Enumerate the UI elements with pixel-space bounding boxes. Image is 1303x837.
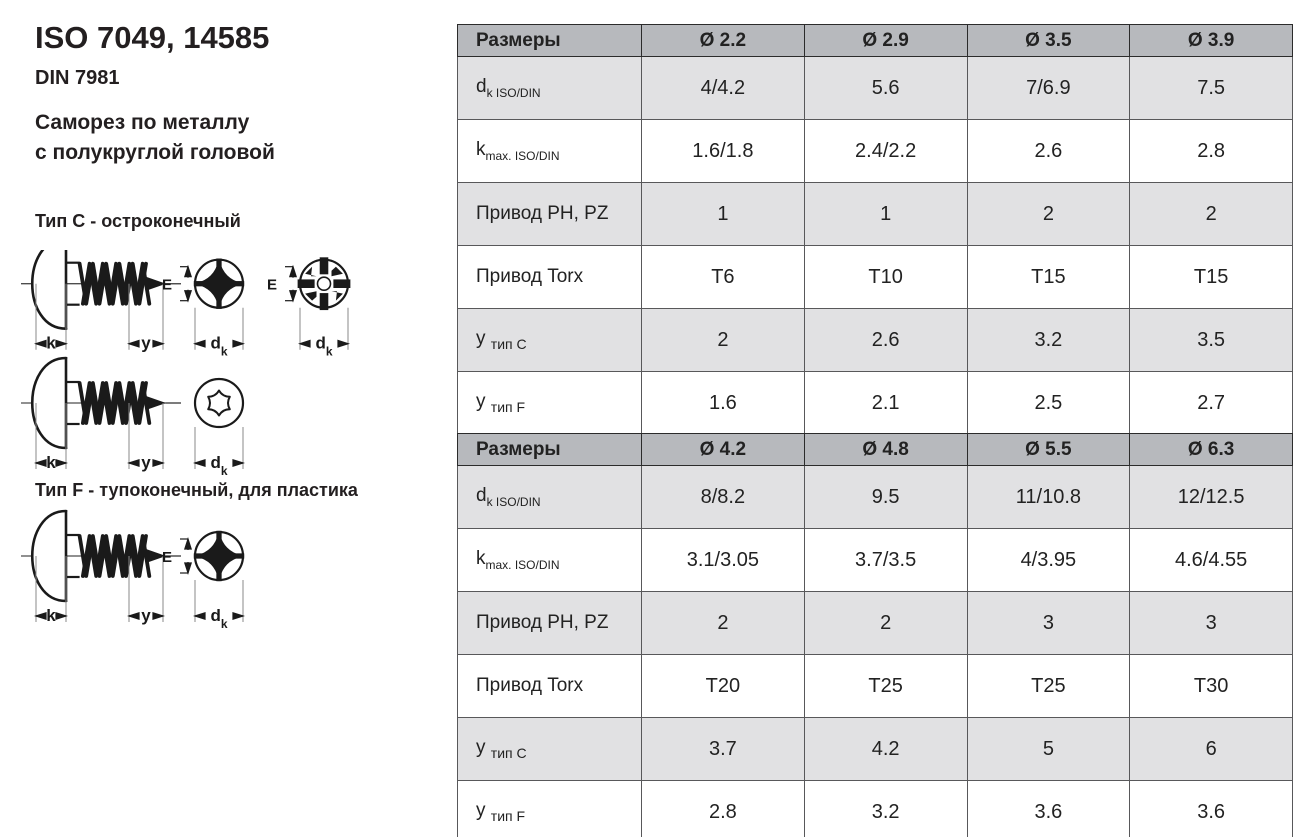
svg-text:y: y <box>141 334 151 353</box>
svg-text:E: E <box>162 277 172 294</box>
svg-text:dk: dk <box>315 334 332 359</box>
svg-text:E: E <box>267 277 277 294</box>
svg-text:k: k <box>46 334 56 353</box>
svg-text:E: E <box>162 549 172 566</box>
svg-text:dk: dk <box>210 453 227 478</box>
svg-text:k: k <box>46 606 56 625</box>
svg-text:k: k <box>46 453 56 472</box>
svg-text:y: y <box>141 453 151 472</box>
svg-text:dk: dk <box>210 606 227 631</box>
svg-text:y: y <box>141 606 151 625</box>
svg-text:dk: dk <box>210 334 227 359</box>
